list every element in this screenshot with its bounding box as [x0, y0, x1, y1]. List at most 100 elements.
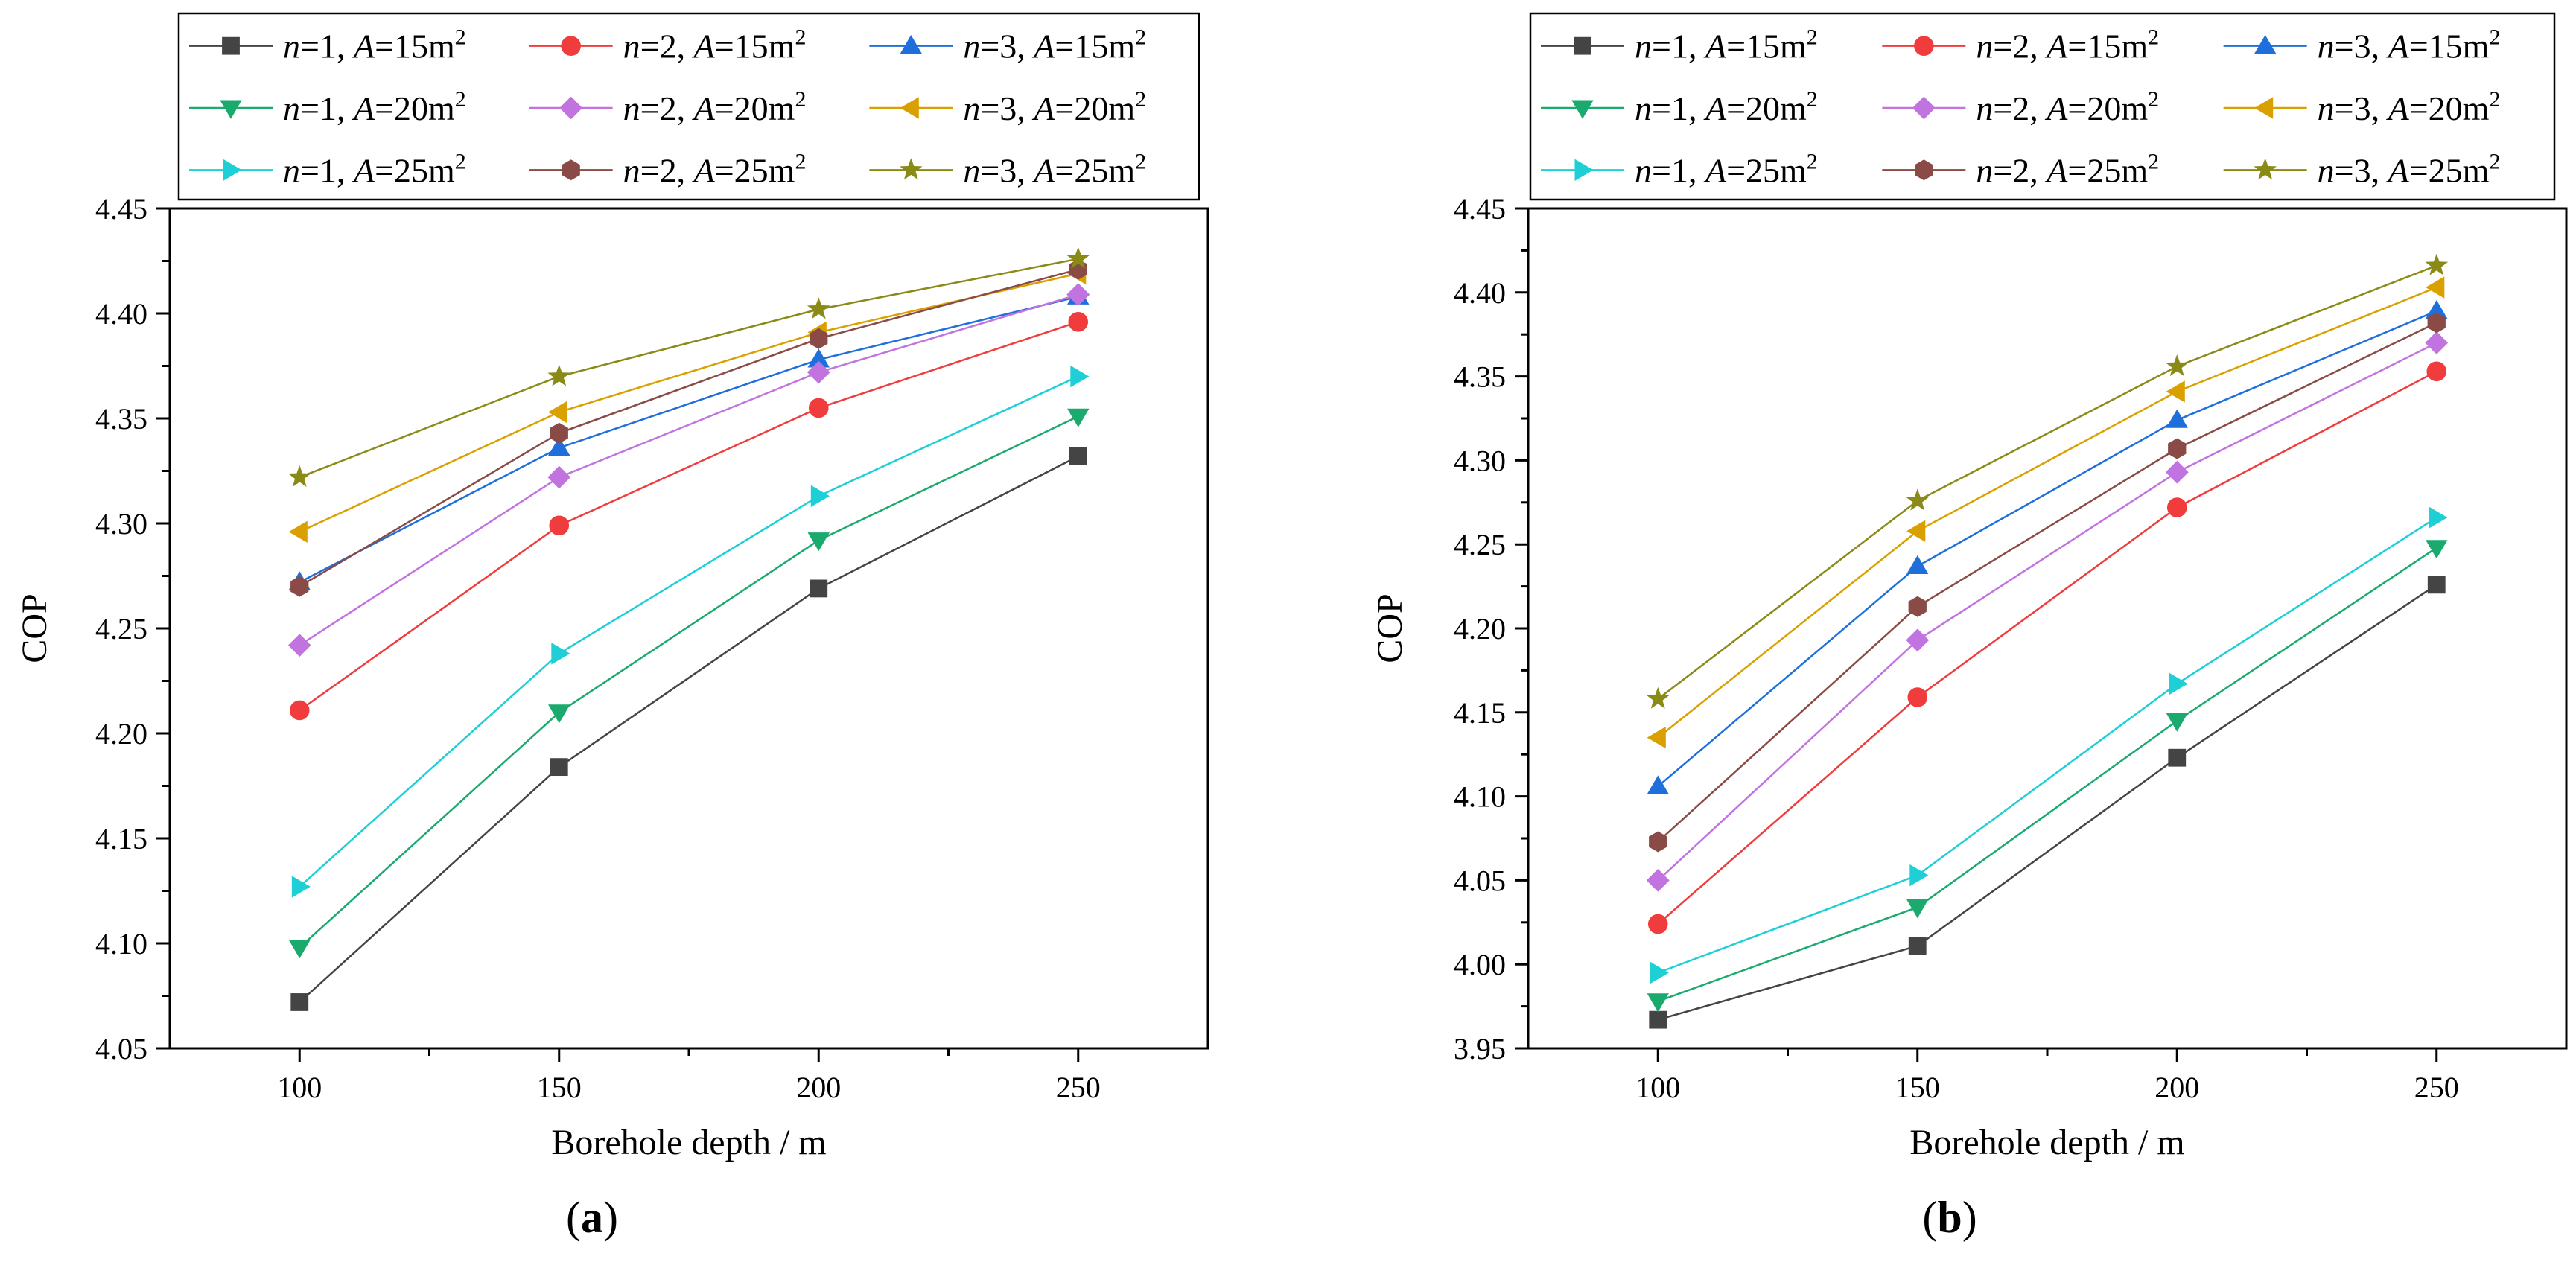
legend-item: n=1, A=20m2 [189, 87, 466, 127]
legend-marker [1915, 159, 1933, 181]
y-tick-label: 4.10 [95, 927, 147, 960]
legend-label: n=1, A=15m2 [283, 25, 466, 66]
legend-item: n=2, A=20m2 [529, 87, 807, 127]
data-point [2427, 576, 2446, 594]
data-point [1647, 775, 1669, 794]
data-point [2166, 380, 2185, 403]
legend-item: n=3, A=25m2 [869, 149, 1146, 189]
series-group [287, 246, 1090, 1011]
legend-marker [1912, 96, 1936, 120]
data-point [1069, 447, 1087, 465]
data-point [1066, 246, 1090, 269]
data-point [548, 704, 570, 724]
legend-box [177, 12, 1200, 201]
data-point [807, 532, 830, 552]
legend-label: n=2, A=15m2 [1976, 25, 2159, 66]
data-point [548, 401, 567, 424]
legend-item: n=3, A=15m2 [2223, 25, 2501, 66]
data-point [1909, 864, 1929, 887]
data-point [1649, 831, 1667, 853]
legend-label: n=2, A=15m2 [623, 25, 807, 66]
legend-marker [900, 35, 922, 54]
data-point [810, 579, 828, 598]
data-point [551, 643, 570, 665]
legend-label: n=3, A=25m2 [963, 149, 1146, 189]
data-point [808, 398, 829, 418]
data-point [288, 520, 308, 543]
data-point [1646, 686, 1670, 709]
data-point [2429, 506, 2448, 529]
y-tick-label: 4.10 [1454, 780, 1506, 814]
x-tick-label: 150 [1895, 1071, 1940, 1104]
y-axis-label: COP [1370, 593, 1410, 663]
legend-label: n=1, A=20m2 [283, 87, 466, 127]
x-tick-label: 250 [1056, 1071, 1101, 1104]
legend-label: n=2, A=20m2 [623, 87, 807, 127]
legend-marker [223, 159, 242, 181]
data-point [1649, 1010, 1667, 1029]
legend-item: n=1, A=25m2 [189, 149, 466, 189]
series-line [299, 258, 1079, 479]
chart-panel-b: 3.95 4.00 4.05 4.10 4.15 4.20 4.25 4.30 4.35 4.40… [1370, 12, 2568, 1242]
data-point [289, 700, 310, 721]
y-tick-label: 4.45 [95, 192, 147, 226]
data-point [288, 940, 311, 959]
y-tick-label: 4.15 [95, 822, 147, 855]
series-line [299, 455, 1079, 1003]
legend-marker [1571, 100, 1594, 119]
y-tick-label: 4.30 [95, 507, 147, 541]
data-point [807, 360, 830, 384]
legend-label: n=3, A=15m2 [2318, 25, 2501, 66]
x-axis-label: Borehole depth / m [1909, 1123, 2184, 1162]
data-point [287, 465, 311, 487]
series-line [1657, 264, 2437, 700]
data-point [1906, 899, 1929, 919]
series-line [1657, 310, 2437, 788]
legend-marker [2254, 158, 2277, 180]
series-line [1657, 342, 2437, 882]
legend-label: n=1, A=25m2 [1635, 149, 1818, 189]
legend-marker [220, 100, 242, 119]
data-point [550, 758, 568, 777]
series-line [299, 321, 1079, 712]
y-tick-label: 4.20 [1454, 612, 1506, 646]
data-point [2425, 253, 2449, 275]
x-tick-label: 100 [277, 1071, 322, 1104]
legend-item: n=2, A=15m2 [1882, 25, 2159, 66]
data-point [2425, 331, 2449, 354]
legend-marker [1574, 159, 1594, 181]
legend-marker [900, 158, 923, 180]
data-point [1066, 283, 1090, 306]
series-line [299, 415, 1079, 949]
chart-panel-a: 4.05 4.10 4.15 4.20 4.25 4.30 4.35 4.40 4.45 100 1… [15, 12, 1209, 1242]
series-line [1657, 584, 2437, 1021]
data-point [1647, 914, 1668, 934]
legend-label: n=1, A=25m2 [283, 149, 466, 189]
x-tick-label: 250 [2414, 1071, 2459, 1104]
y-tick-label: 4.20 [95, 717, 147, 751]
y-tick-label: 4.35 [95, 402, 147, 436]
y-tick-label: 4.25 [95, 612, 147, 646]
data-point [1906, 488, 1930, 511]
legend-item: n=2, A=20m2 [1882, 87, 2159, 127]
data-point [2168, 748, 2187, 767]
data-point [290, 993, 309, 1011]
legend-box [1529, 12, 2556, 201]
data-point [2168, 438, 2187, 459]
legend-item: n=3, A=25m2 [2223, 149, 2500, 189]
panel-label: (b) [1922, 1193, 1976, 1242]
data-point [1906, 520, 1926, 542]
series-line [1657, 286, 2437, 739]
legend-item: n=3, A=20m2 [2223, 87, 2500, 127]
series-line [1657, 370, 2437, 925]
legend-label: n=3, A=20m2 [963, 87, 1146, 127]
data-point [2427, 312, 2446, 334]
series-line [1657, 322, 2437, 843]
y-axis-label: COP [15, 593, 54, 663]
legend-item: n=1, A=20m2 [1541, 87, 1818, 127]
series-line [1657, 547, 2437, 1002]
data-point [807, 348, 830, 368]
y-tick-label: 4.25 [1454, 528, 1506, 561]
x-tick-label: 100 [1635, 1071, 1680, 1104]
